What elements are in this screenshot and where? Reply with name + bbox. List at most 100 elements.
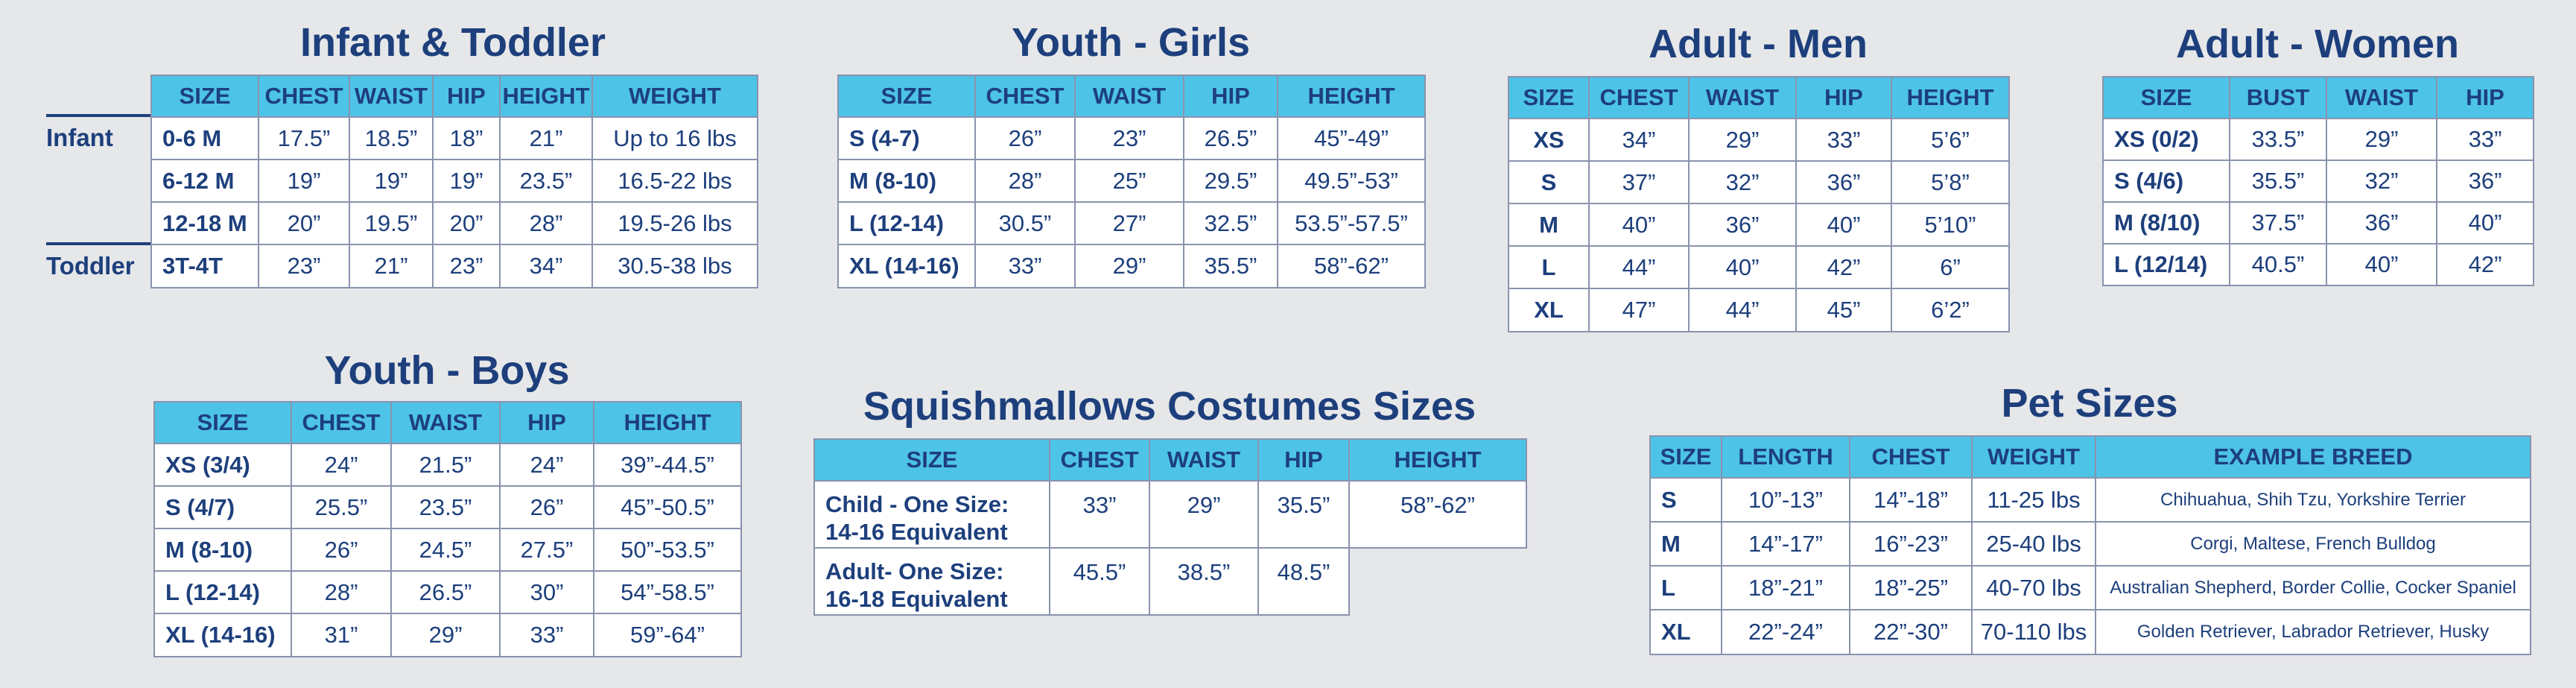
table-cell: 19”: [349, 159, 434, 203]
size-cell: S (4/7): [153, 485, 292, 529]
table-cell: 40”: [1688, 245, 1797, 289]
column-header: HEIGHT: [1348, 438, 1527, 482]
table-cell: 34”: [1588, 118, 1690, 162]
size-cell: M: [1649, 521, 1722, 567]
table-cell: 30.5”: [974, 201, 1076, 245]
table-cell: 6’2”: [1891, 288, 2010, 332]
table-cell: 40-70 lbs: [1971, 565, 2096, 610]
column-header: HEIGHT: [1277, 75, 1426, 118]
table-cell: 5’10”: [1891, 203, 2010, 247]
table-cell: 39”-44.5”: [593, 443, 742, 487]
column-header: CHEST: [1849, 435, 1973, 479]
table-cell: 21”: [499, 116, 593, 160]
table-cell: 40”: [2436, 201, 2534, 244]
size-cell: S: [1508, 160, 1590, 204]
table-cell: 37.5”: [2229, 201, 2327, 244]
table-row: 6-12 M 19” 19” 19” 23.5” 16.5-22 lbs: [150, 159, 758, 203]
table-cell: 26.5”: [1183, 116, 1278, 160]
table-row: XL (14-16) 33” 29” 35.5” 58”-62”: [837, 244, 1426, 288]
table-cell: 40”: [2326, 243, 2437, 286]
table-cell: 29.5”: [1183, 159, 1278, 203]
table-row: M (8-10) 26” 24.5” 27.5” 50”-53.5”: [153, 528, 742, 572]
table-row: L (12-14) 30.5” 27” 32.5” 53.5”-57.5”: [837, 201, 1426, 245]
table-cell: 26”: [291, 528, 392, 572]
table-cell: 23”: [1074, 116, 1184, 160]
table-cell: 21”: [349, 244, 434, 288]
table-cell: 25.5”: [291, 485, 392, 529]
table-cell: 33”: [2436, 118, 2534, 161]
size-cell: M: [1508, 203, 1590, 247]
table-row: S (4/7) 25.5” 23.5” 26” 45”-50.5”: [153, 485, 742, 529]
table-cell: 26”: [499, 485, 594, 529]
adult-women-title: Adult - Women: [2176, 22, 2459, 66]
column-header: HIP: [2436, 76, 2534, 119]
table-cell: 40.5”: [2229, 243, 2327, 286]
table-cell: 28”: [499, 201, 593, 245]
column-header: CHEST: [291, 401, 392, 444]
table-cell: 45”: [1795, 288, 1892, 332]
table-cell: 28”: [291, 570, 392, 614]
table-row: 3T-4T 23” 21” 23” 34” 30.5-38 lbs: [150, 244, 758, 288]
table-cell: 20”: [432, 201, 501, 245]
table-cell: 44”: [1588, 245, 1690, 289]
adult-women-table: SIZE BUST WAIST HIP XS (0/2) 33.5” 29” 3…: [2102, 76, 2534, 286]
table-cell: 33”: [1795, 118, 1892, 162]
table-cell: 29”: [1149, 480, 1259, 549]
breed-cell: Golden Retriever, Labrador Retriever, Hu…: [2095, 609, 2531, 655]
table-row: XL 47” 44” 45” 6’2”: [1508, 288, 2010, 332]
size-cell: XS: [1508, 118, 1590, 162]
table-cell: 42”: [2436, 243, 2534, 286]
size-cell: XL: [1649, 609, 1722, 655]
table-cell: 36”: [2326, 201, 2437, 244]
column-header: SIZE: [2102, 76, 2230, 119]
size-cell: 12-18 M: [150, 201, 259, 245]
group-label-infant: Infant: [46, 124, 113, 151]
table-cell: 29”: [2326, 118, 2437, 161]
column-header: WAIST: [390, 401, 501, 444]
breed-cell: Corgi, Maltese, French Bulldog: [2095, 521, 2531, 567]
table-header-row: SIZE CHEST WAIST HIP HEIGHT: [813, 438, 1527, 482]
table-cell: 59”-64”: [593, 613, 742, 657]
column-header: SIZE: [1508, 76, 1590, 119]
table-cell: 35.5”: [2229, 160, 2327, 203]
table-cell: 19”: [258, 159, 350, 203]
table-cell: 26”: [974, 116, 1076, 160]
table-cell: 19”: [432, 159, 501, 203]
size-cell: M (8-10): [837, 159, 976, 203]
column-header: LENGTH: [1721, 435, 1850, 479]
table-row: S (4/6) 35.5” 32” 36”: [2102, 160, 2534, 203]
table-cell: 32”: [1688, 160, 1797, 204]
size-cell: M (8/10): [2102, 201, 2230, 244]
table-cell: 34”: [499, 244, 593, 288]
table-cell: 24”: [499, 443, 594, 487]
table-cell: 35.5”: [1257, 480, 1350, 549]
table-cell: [1349, 548, 1526, 615]
pet-sizes-title: Pet Sizes: [2001, 381, 2178, 426]
table-row: Adult- One Size: 16-18 Equivalent 45.5” 3…: [813, 547, 1526, 616]
table-cell: 31”: [291, 613, 392, 657]
table-cell: 53.5”-57.5”: [1277, 201, 1426, 245]
table-cell: 36”: [2436, 160, 2534, 203]
table-cell: 23.5”: [390, 485, 501, 529]
column-header: WAIST: [1688, 76, 1797, 119]
table-row: XL (14-16) 31” 29” 33” 59”-64”: [153, 613, 742, 657]
column-header: HEIGHT: [593, 401, 742, 444]
size-cell: XL (14-16): [837, 244, 976, 288]
adult-men-table: SIZE CHEST WAIST HIP HEIGHT XS 34” 29” 3…: [1508, 76, 2010, 332]
table-cell: 54”-58.5”: [593, 570, 742, 614]
table-header-row: SIZE CHEST WAIST HIP HEIGHT: [153, 401, 742, 444]
table-cell: 18”-21”: [1721, 565, 1850, 610]
table-row: XL 22”-24” 22”-30” 70-110 lbs Golden Ret…: [1649, 609, 2531, 655]
table-cell: 30.5-38 lbs: [591, 244, 758, 288]
size-cell: L: [1508, 245, 1590, 289]
table-cell: 10”-13”: [1721, 477, 1850, 523]
size-cell: S (4-7): [837, 116, 976, 160]
table-cell: 33”: [499, 613, 594, 657]
table-cell: 20”: [258, 201, 350, 245]
table-row: M (8-10) 28” 25” 29.5” 49.5”-53”: [837, 159, 1426, 203]
table-cell: 27.5”: [499, 528, 594, 572]
column-header: SIZE: [153, 401, 292, 444]
table-cell: 33”: [1049, 480, 1150, 549]
table-header-row: SIZE CHEST WAIST HIP HEIGHT WEIGHT: [150, 75, 758, 118]
table-cell: 24”: [291, 443, 392, 487]
